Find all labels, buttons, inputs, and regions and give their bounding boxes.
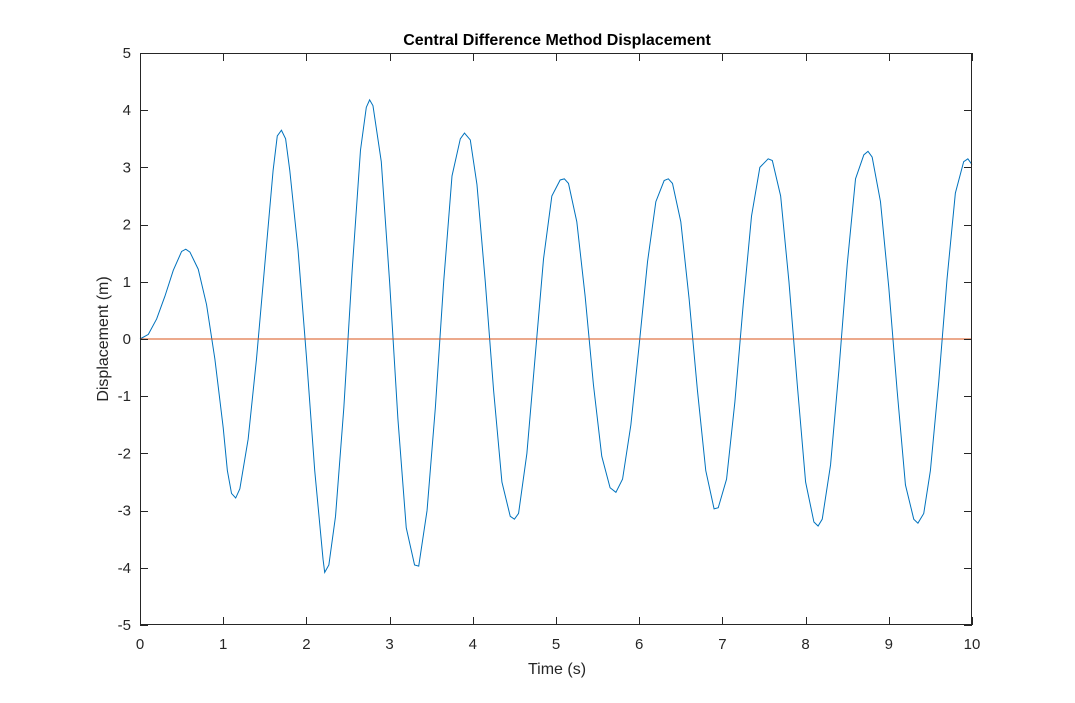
x-tick-label: 5 bbox=[552, 636, 560, 653]
x-tick-label: 4 bbox=[469, 636, 477, 653]
y-axis-label: Displacement (m) bbox=[95, 276, 112, 401]
y-tick-label: 3 bbox=[123, 159, 131, 176]
x-tick-label: 6 bbox=[635, 636, 643, 653]
y-tick-label: -2 bbox=[118, 445, 131, 462]
series-layer bbox=[139, 98, 973, 574]
y-tick-label: 0 bbox=[123, 331, 131, 348]
x-tick-label: 9 bbox=[885, 636, 893, 653]
y-tick-label: -1 bbox=[118, 388, 131, 405]
x-tick-label: 3 bbox=[385, 636, 393, 653]
series-line-1 bbox=[139, 98, 973, 574]
chart-title: Central Difference Method Displacement bbox=[403, 32, 711, 49]
y-tick-label: -5 bbox=[118, 617, 131, 634]
x-tick-label: 2 bbox=[302, 636, 310, 653]
y-tick-label: 4 bbox=[123, 102, 131, 119]
y-tick-label: 1 bbox=[123, 274, 131, 291]
x-tick-label: 7 bbox=[718, 636, 726, 653]
x-tick-label: 10 bbox=[964, 636, 981, 653]
y-tick-label: -3 bbox=[118, 503, 131, 520]
y-tick-label: 5 bbox=[123, 45, 131, 62]
x-axis-label: Time (s) bbox=[528, 661, 586, 678]
x-tick-label: 8 bbox=[801, 636, 809, 653]
x-tick-label: 0 bbox=[136, 636, 144, 653]
x-tick-label: 1 bbox=[219, 636, 227, 653]
y-tick-label: 2 bbox=[123, 217, 131, 234]
y-tick-label: -4 bbox=[118, 560, 131, 577]
